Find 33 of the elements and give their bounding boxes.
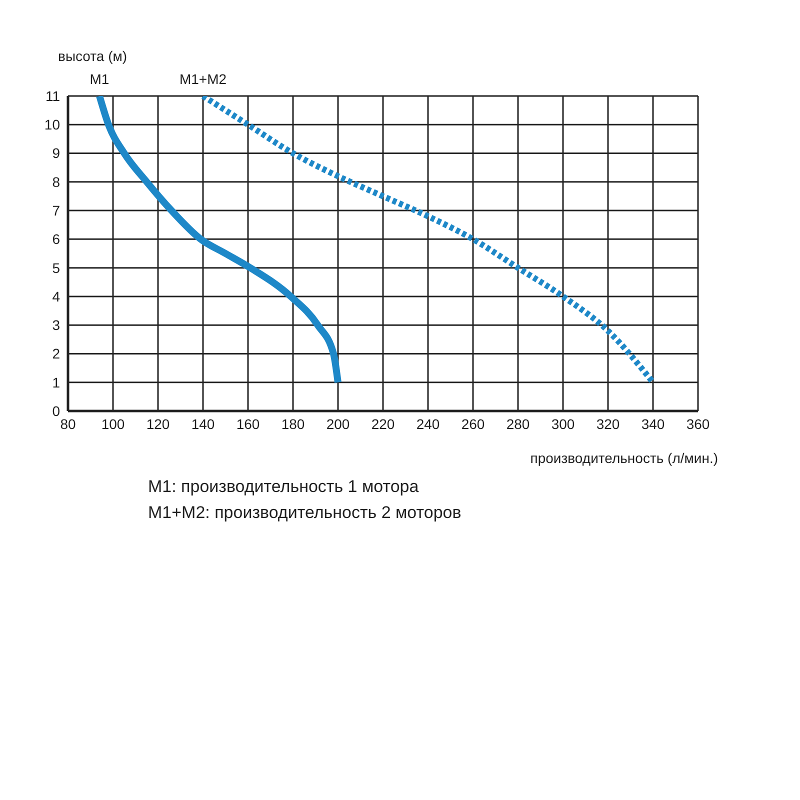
text: M1+M2: производительность 2 моторов [148,502,462,524]
text: M1: производительность 1 мотора [148,476,420,498]
series-label: M1 [90,71,110,87]
x-tick-label: 160 [236,416,260,432]
y-tick-label: 1 [52,374,60,390]
x-tick-label: 360 [686,416,710,432]
y-tick-label: 3 [52,317,60,334]
y-tick-label: 0 [52,402,60,419]
y-tick-label: 8 [52,174,60,190]
x-tick-label: 260 [461,416,485,432]
x-tick-label: 120 [146,416,170,432]
y-tick-label: 4 [52,288,60,304]
x-tick-label: 200 [326,416,350,432]
x-tick-label: 300 [551,416,575,432]
x-tick-label: 80 [60,416,76,432]
x-tick-label: 140 [191,416,215,432]
y-axis-title: высота (м) [58,48,128,64]
x-tick-label: 240 [416,416,440,432]
y-tick-label: 2 [52,346,60,362]
y-tick-label: 11 [45,88,60,104]
y-tick-label: 9 [52,145,60,162]
x-tick-label: 180 [281,416,305,432]
y-tick-label: 6 [52,231,60,248]
x-tick-label: 320 [596,416,620,432]
x-tick-label: 100 [101,416,125,432]
x-axis-title: производительность (л/мин.) [529,450,718,466]
x-tick-label: 280 [506,416,530,432]
y-tick-label: 5 [52,260,60,276]
x-tick-label: 340 [641,416,665,432]
y-tick-label: 10 [44,116,60,133]
y-tick-label: 7 [52,202,60,219]
series-label: M1+M2 [179,71,227,87]
x-tick-label: 220 [371,416,395,432]
